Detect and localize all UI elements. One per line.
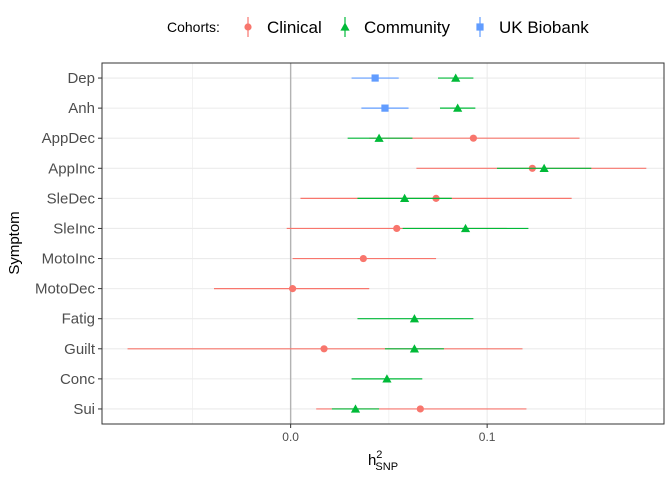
legend-title: Cohorts: xyxy=(167,19,220,35)
x-axis-title-base: h xyxy=(368,452,376,469)
point-marker xyxy=(381,104,389,112)
plot-panel xyxy=(101,62,665,425)
point-marker xyxy=(320,345,328,353)
point-marker xyxy=(374,133,384,142)
point-marker xyxy=(289,285,297,293)
point-marker xyxy=(350,404,361,413)
series-clinical xyxy=(127,134,647,413)
legend-item-uk-biobank: UK Biobank xyxy=(476,17,589,37)
y-tick-label: SleInc xyxy=(53,220,95,237)
legend-item-community: Community xyxy=(340,17,450,37)
legend-label: Clinical xyxy=(267,18,322,37)
legend-label: UK Biobank xyxy=(499,18,589,37)
y-tick-label: Sui xyxy=(73,401,95,418)
y-tick-label: MotoInc xyxy=(42,251,96,268)
legend-label: Community xyxy=(364,18,450,37)
y-tick-label: Conc xyxy=(60,371,96,388)
y-tick-label: Anh xyxy=(68,100,95,117)
point-marker xyxy=(382,374,392,383)
point-marker xyxy=(400,193,410,203)
legend-key-marker xyxy=(244,23,252,31)
point-marker xyxy=(409,314,420,323)
legend: Cohorts: Clinical Community UK Biobank xyxy=(167,17,589,37)
x-axis-title: h2 SNP xyxy=(368,449,398,473)
y-axis-title: Symptom xyxy=(6,211,23,274)
y-tick-label: Fatig xyxy=(62,311,95,328)
series-uk-biobank xyxy=(351,74,409,112)
y-tick-label: Guilt xyxy=(64,341,96,358)
point-marker xyxy=(460,223,471,233)
point-marker xyxy=(539,163,549,172)
point-marker xyxy=(409,344,420,353)
legend-key-marker xyxy=(476,23,484,31)
point-marker xyxy=(393,224,401,233)
x-axis-title-sub: SNP xyxy=(375,461,398,473)
y-tick-label: AppInc xyxy=(48,160,95,177)
point-marker xyxy=(416,405,424,413)
series-community xyxy=(331,73,592,413)
x-axis-title-sup: 2 xyxy=(376,449,382,461)
y-tick-label: AppDec xyxy=(42,130,96,147)
y-tick-label: Dep xyxy=(67,70,95,87)
point-marker xyxy=(453,103,463,112)
point-marker xyxy=(359,254,367,263)
point-marker xyxy=(469,134,477,142)
x-tick-label: 0.1 xyxy=(479,430,496,444)
y-tick-label: MotoDec xyxy=(35,281,96,298)
legend-key-marker xyxy=(340,22,350,31)
x-tick-label: 0.0 xyxy=(282,430,299,444)
point-marker xyxy=(451,73,461,82)
panel-border xyxy=(101,62,665,425)
y-tick-label: SleDec xyxy=(47,190,96,207)
point-marker xyxy=(371,74,379,82)
legend-item-clinical: Clinical xyxy=(244,17,322,37)
